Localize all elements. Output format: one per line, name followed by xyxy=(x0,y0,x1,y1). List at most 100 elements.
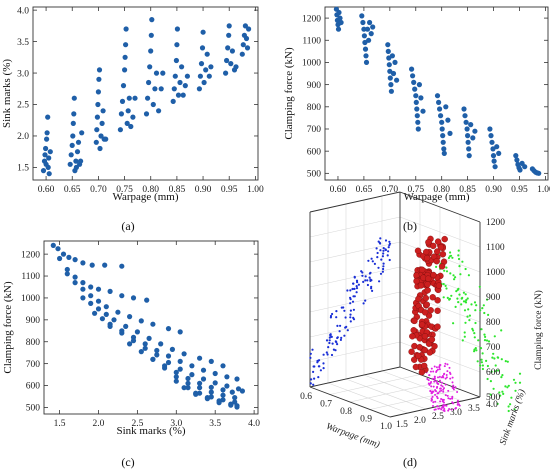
data-point xyxy=(197,73,203,79)
data-point xyxy=(239,388,245,394)
data-point xyxy=(362,46,369,52)
data-sphere xyxy=(423,254,431,262)
data-point xyxy=(80,280,86,286)
plot-frame xyxy=(324,6,549,181)
projection-point xyxy=(476,360,479,363)
projection-point xyxy=(340,336,343,339)
projection-point xyxy=(518,372,522,375)
x-tick-label: 0.60 xyxy=(330,185,347,195)
data-point xyxy=(173,369,179,375)
data-point xyxy=(447,130,453,136)
data-point xyxy=(130,295,137,301)
data-point xyxy=(88,284,94,290)
projection-point xyxy=(454,386,457,389)
x-tick-label: 0.7 xyxy=(320,400,332,410)
y-tick-label: 500 xyxy=(26,404,41,414)
projection-point xyxy=(473,332,476,335)
projection-point xyxy=(336,336,339,340)
data-sphere xyxy=(425,238,432,246)
projection-point xyxy=(434,393,437,396)
data-point xyxy=(220,387,226,393)
projection-point xyxy=(334,340,337,343)
data-point xyxy=(409,66,415,72)
projection-point xyxy=(312,370,315,373)
data-point xyxy=(152,86,158,92)
data-point xyxy=(71,95,77,101)
data-point xyxy=(142,345,148,351)
data-point xyxy=(102,262,108,268)
y-tick-label: 2.5 xyxy=(17,101,29,111)
projection-point xyxy=(479,347,483,350)
data-point xyxy=(490,153,497,159)
x-axis-label: Warpage (mm) xyxy=(113,191,179,203)
data-point xyxy=(175,92,182,98)
data-point xyxy=(92,310,98,316)
data-point xyxy=(100,108,106,114)
projection-point xyxy=(439,400,442,403)
data-point xyxy=(440,139,446,145)
projection-point xyxy=(432,370,435,373)
grid-line xyxy=(309,316,401,338)
projection-point xyxy=(518,381,522,384)
data-point xyxy=(363,59,370,65)
projection-point xyxy=(379,249,382,252)
data-point xyxy=(361,26,367,32)
projection-point xyxy=(433,378,436,380)
projection-point xyxy=(473,301,477,304)
projection-point xyxy=(378,280,381,283)
projection-point xyxy=(371,260,374,263)
projection-point xyxy=(435,390,437,393)
projection-point xyxy=(489,380,492,383)
data-point xyxy=(489,139,495,145)
x-tick-label: 0.70 xyxy=(90,185,107,195)
data-point xyxy=(177,329,183,335)
y-tick-label: 2.0 xyxy=(414,416,426,426)
data-point xyxy=(46,155,52,161)
projection-point xyxy=(478,285,481,288)
y-axis-label: Clamping force (kN) xyxy=(2,281,14,374)
projection-point xyxy=(366,279,369,282)
data-point xyxy=(472,128,478,134)
projection-point xyxy=(461,260,464,263)
data-point xyxy=(115,309,121,315)
data-point xyxy=(165,326,172,332)
projection-point xyxy=(507,405,510,408)
data-point xyxy=(88,300,94,306)
projection-point xyxy=(468,314,471,317)
data-point xyxy=(172,73,178,79)
projection-point xyxy=(487,313,490,316)
data-point xyxy=(134,329,140,335)
projection-point xyxy=(493,357,496,360)
projection-point xyxy=(482,304,485,307)
data-point xyxy=(338,19,344,26)
projection-point xyxy=(504,360,507,363)
data-point xyxy=(212,370,218,377)
projection-point xyxy=(353,287,356,290)
projection-point xyxy=(445,374,448,376)
projection-point xyxy=(428,383,431,386)
x-tick-label: 1.00 xyxy=(537,185,550,195)
projection-point xyxy=(443,387,445,390)
projection-point xyxy=(483,311,486,315)
x-tick-label: 0.90 xyxy=(195,185,212,195)
projection-point xyxy=(465,298,468,302)
projection-point xyxy=(357,283,360,286)
projection-point xyxy=(430,367,433,370)
data-sphere xyxy=(423,248,430,256)
projection-point xyxy=(436,381,439,384)
projection-point xyxy=(438,366,441,369)
projection-point xyxy=(440,398,443,400)
projection-point xyxy=(447,256,450,260)
projection-point xyxy=(485,359,488,362)
projection-point xyxy=(349,316,352,319)
projection-point xyxy=(376,251,379,255)
projection-point xyxy=(460,297,463,300)
projection-point xyxy=(437,376,439,379)
data-point xyxy=(148,48,154,54)
data-point xyxy=(491,158,497,164)
data-point xyxy=(414,113,420,119)
projection-point xyxy=(500,329,503,332)
projection-point xyxy=(328,339,331,342)
data-point xyxy=(200,367,207,373)
x-tick-label: 0.9 xyxy=(360,415,372,425)
